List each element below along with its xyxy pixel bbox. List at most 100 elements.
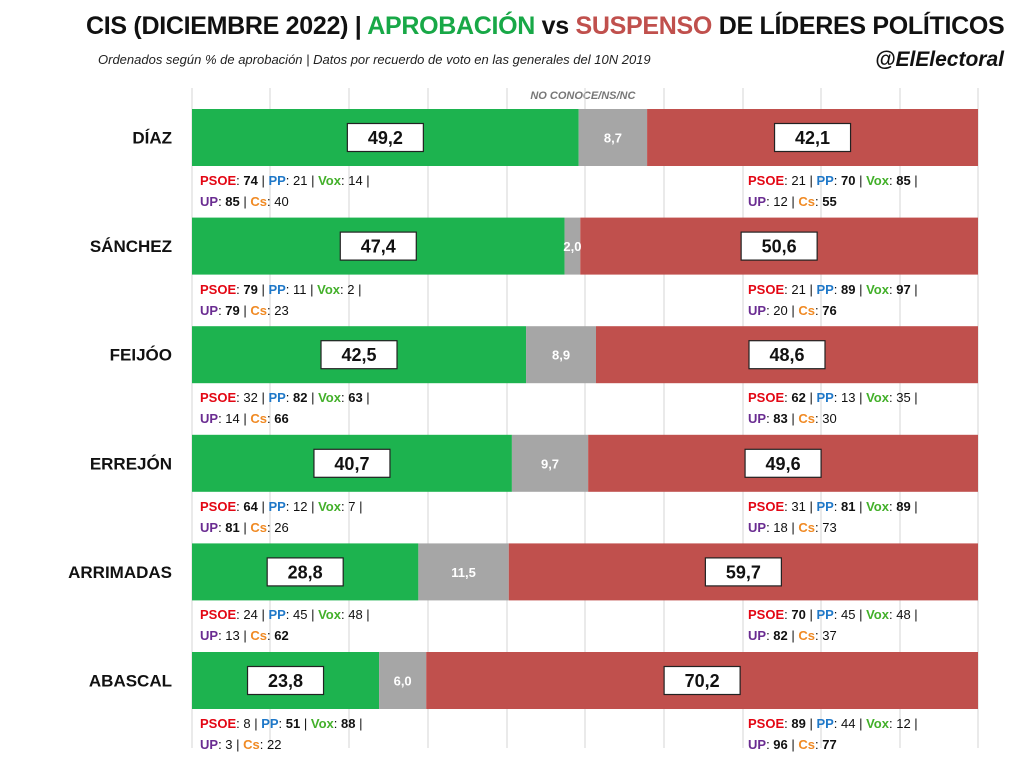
party-cs-value: 66 — [274, 411, 289, 427]
label-approve-2-box — [320, 340, 398, 370]
party-psoe-label: PSOE — [200, 498, 237, 514]
label-approve-1: 47,4 — [361, 237, 396, 257]
party-psoe-label: PSOE — [200, 173, 237, 188]
party-vox-label: Vox — [866, 716, 889, 731]
bar-neutral-1 — [564, 217, 581, 275]
title-approve: APROBACIÓN — [367, 12, 536, 40]
party-cs-value: 77 — [822, 737, 837, 752]
party-pp-value: 21 — [293, 173, 308, 188]
title-vs: vs — [535, 12, 576, 40]
leader-name-1: SÁNCHEZ — [90, 237, 172, 256]
party-pp-value: 51 — [285, 716, 301, 731]
party-pp-value: 45 — [841, 607, 856, 623]
party-cs-value: 26 — [274, 519, 289, 535]
party-up-label: UP — [748, 194, 767, 209]
party-up-label: UP — [748, 628, 767, 644]
label-approve-1-box — [339, 231, 417, 261]
bar-neutral-5 — [379, 652, 427, 709]
label-approve-4: 28,8 — [288, 562, 323, 582]
party-vox-label: Vox — [866, 390, 889, 406]
party-psoe-label: PSOE — [200, 390, 237, 406]
party-psoe-label: PSOE — [748, 498, 785, 514]
party-cs-label: Cs — [250, 628, 267, 644]
party-cs-value: 55 — [822, 194, 837, 209]
leader-name-4: ARRIMADAS — [68, 563, 172, 582]
breakdown-fail-0: PSOE: 21 | PP: 70 | Vox: 85 | UP: 12 | Cs… — [748, 173, 918, 209]
label-approve-0: 49,2 — [368, 128, 403, 148]
label-approve-5: 23,8 — [268, 671, 303, 691]
label-neutral-2: 8,9 — [552, 348, 570, 363]
party-cs-label: Cs — [798, 737, 815, 752]
label-neutral-5: 6,0 — [394, 674, 412, 689]
party-psoe-value: 89 — [791, 716, 806, 731]
party-psoe-label: PSOE — [748, 716, 785, 731]
party-vox-label: Vox — [318, 498, 341, 514]
party-vox-label: Vox — [318, 173, 341, 188]
party-psoe-value: 32 — [243, 390, 258, 406]
party-pp-value: 89 — [841, 281, 856, 297]
label-fail-1: 50,6 — [762, 237, 797, 257]
party-vox-label: Vox — [317, 281, 341, 297]
party-up-value: 12 — [773, 194, 788, 209]
party-cs-label: Cs — [250, 411, 267, 427]
label-fail-2: 48,6 — [769, 345, 804, 365]
party-pp-value: 13 — [841, 390, 856, 406]
party-vox-value: 12 — [896, 716, 911, 731]
party-pp-value: 12 — [293, 498, 308, 514]
party-up-value: 96 — [773, 737, 788, 752]
party-up-value: 18 — [773, 519, 788, 535]
label-fail-1-box — [740, 231, 818, 261]
label-approve-4-box — [266, 557, 344, 587]
party-cs-label: Cs — [798, 411, 815, 427]
party-up-label: UP — [748, 411, 767, 427]
title-fail: SUSPENSO — [575, 12, 713, 40]
party-psoe-label: PSOE — [748, 173, 785, 188]
party-vox-value: 85 — [896, 173, 911, 188]
party-up-label: UP — [200, 302, 219, 318]
leader-name-2: FEIJÓO — [110, 346, 172, 365]
party-pp-value: 11 — [293, 281, 307, 297]
label-fail-4-box — [704, 557, 782, 587]
party-vox-label: Vox — [318, 607, 341, 623]
party-up-label: UP — [200, 194, 219, 209]
party-psoe-value: 62 — [791, 390, 806, 406]
party-up-value: 83 — [773, 411, 788, 427]
breakdown-approve-0: PSOE: 74 | PP: 21 | Vox: 14 | UP: 85 | Cs… — [200, 173, 370, 209]
chart-title: CIS (DICIEMBRE 2022) | APROBACIÓN vs SUS… — [86, 12, 1005, 41]
label-fail-3: 49,6 — [766, 454, 801, 474]
party-cs-label: Cs — [250, 302, 267, 318]
breakdown-fail-4: PSOE: 70 | PP: 45 | Vox: 48 | UP: 82 | Cs… — [748, 607, 918, 644]
party-psoe-value: 21 — [791, 173, 806, 188]
party-up-value: 3 — [225, 737, 233, 752]
leader-name-3: ERREJÓN — [90, 454, 172, 473]
party-up-value: 79 — [225, 302, 240, 318]
bar-neutral-4 — [418, 543, 509, 601]
party-vox-label: Vox — [318, 390, 341, 406]
party-vox-value: 48 — [896, 607, 911, 623]
party-cs-value: 40 — [274, 194, 289, 209]
party-vox-value: 48 — [348, 607, 363, 623]
party-vox-label: Vox — [866, 498, 889, 514]
party-vox-value: 35 — [896, 390, 911, 406]
party-up-label: UP — [200, 411, 219, 427]
party-cs-label: Cs — [798, 194, 815, 209]
bar-neutral-2 — [526, 326, 597, 384]
party-up-value: 82 — [773, 628, 788, 644]
label-neutral-4: 11,5 — [451, 565, 476, 580]
party-cs-value: 23 — [274, 302, 289, 318]
party-psoe-value: 31 — [791, 498, 806, 514]
party-pp-value: 81 — [841, 498, 856, 514]
party-psoe-value: 74 — [243, 173, 258, 188]
party-pp-label: PP — [816, 173, 834, 188]
party-psoe-label: PSOE — [200, 607, 237, 623]
label-fail-4: 59,7 — [726, 562, 761, 582]
label-fail-0-box — [773, 122, 852, 153]
party-cs-value: 22 — [267, 737, 282, 752]
party-up-label: UP — [200, 737, 219, 752]
label-neutral-1: 2,0 — [563, 239, 581, 254]
label-approve-3: 40,7 — [334, 454, 369, 474]
party-pp-label: PP — [261, 716, 279, 731]
party-cs-label: Cs — [798, 628, 815, 644]
party-psoe-label: PSOE — [200, 281, 237, 297]
party-psoe-label: PSOE — [748, 281, 785, 297]
